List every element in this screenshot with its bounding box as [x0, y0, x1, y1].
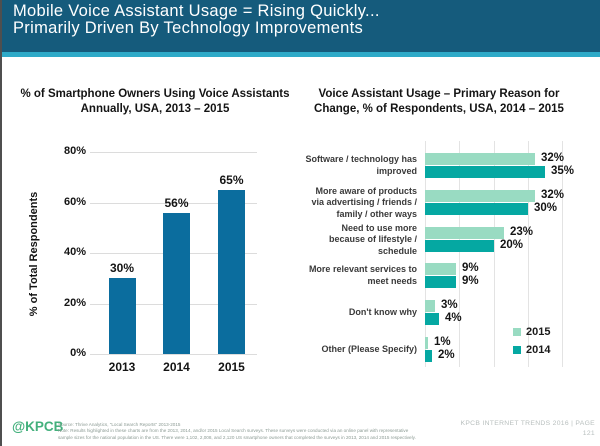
category-label-text: More relevant services to meet needs	[308, 264, 417, 286]
bar-value-label: 23%	[510, 226, 534, 238]
bar-value-label: 3%	[441, 299, 458, 311]
legend-label-2015: 2015	[526, 326, 551, 338]
x-gridline-20	[494, 141, 495, 367]
category-label-text: Software / technology has improved	[305, 154, 417, 176]
legend-label-2014: 2014	[526, 344, 551, 356]
bar-2015-row5	[425, 300, 435, 312]
x-axis-label-2015: 2015	[218, 360, 245, 374]
legend-item-2015: 2015	[513, 326, 550, 338]
bar-value-label: 32%	[541, 152, 565, 164]
left-chart-title-line2: Annually, USA, 2013 – 2015	[80, 102, 230, 115]
bar-value-label: 4%	[445, 312, 462, 324]
bar-2014-row1	[425, 166, 545, 178]
slide-title-line2: Primarily Driven By Technology Improveme…	[13, 18, 364, 37]
right-chart-title-line1: Voice Assistant Usage – Primary Reason f…	[318, 88, 560, 100]
note-line: Note: Results highlighted in these chart…	[58, 428, 416, 440]
bar-2015-row3	[425, 227, 504, 239]
y-tick-label: 20%	[63, 297, 86, 309]
x-axis-label-2014: 2014	[163, 360, 190, 374]
right-chart-plot-area: Software / technology has improved 32% 35%…	[305, 85, 597, 385]
left-chart-plot-area: 0% 20% 40% 60% 80% 30% 2013 56% 2014 65% 2015	[10, 85, 300, 380]
voice-assistant-usage-bar-chart: % of Smartphone Owners Using Voice Assis…	[10, 85, 300, 380]
source-line: Source: Thrive Analytics, "Local Search …	[58, 422, 181, 427]
category-label: Software / technology has improved	[305, 144, 417, 188]
bar-value-label: 65%	[219, 173, 244, 187]
bar-value-label: 30%	[109, 261, 135, 275]
category-label: More aware of products via advertising /…	[305, 181, 417, 225]
category-label: Other (Please Specify)	[305, 328, 417, 372]
x-gridline-30	[528, 141, 529, 367]
page-reference: KPCB INTERNET TRENDS 2016 | PAGE 121	[460, 419, 595, 438]
slide-footer: @KPCB Source: Thrive Analytics, "Local S…	[0, 398, 600, 446]
header-accent-strip	[0, 52, 600, 57]
bar-value-label: 1%	[434, 336, 451, 348]
bar-2014-row4	[425, 276, 456, 288]
category-label: Don't know why	[305, 291, 417, 335]
y-gridline-60%	[90, 203, 257, 204]
x-gridline-0	[425, 141, 426, 367]
y-tick-label: 40%	[63, 246, 86, 258]
screen-edge-artifact	[0, 0, 2, 446]
left-chart-title: % of Smartphone Owners Using Voice Assis…	[10, 87, 300, 117]
report-name-label: KPCB INTERNET TRENDS 2016 | PAGE	[460, 420, 595, 427]
category-label-text: More aware of products via advertising /…	[311, 185, 417, 219]
bar-2015-row1	[425, 153, 535, 165]
bar-value-label: 9%	[462, 262, 479, 274]
x-gridline-10	[459, 141, 460, 367]
bar-2015-row2	[425, 190, 535, 202]
y-tick-label: 60%	[63, 196, 86, 208]
page-number: 121	[582, 429, 595, 437]
primary-reason-grouped-bar-chart: Voice Assistant Usage – Primary Reason f…	[305, 85, 597, 385]
bar-2015	[218, 190, 245, 354]
bar-value-label: 32%	[541, 189, 565, 201]
source-note-block: Source: Thrive Analytics, "Local Search …	[58, 422, 424, 441]
y-tick-label: 80%	[63, 145, 86, 157]
category-label: More relevant services to meet needs	[305, 254, 417, 298]
bar-value-label: 20%	[500, 239, 524, 251]
right-chart-title-line2: Change, % of Respondents, USA, 2014 – 20…	[314, 102, 564, 115]
x-axis-label-2013: 2013	[108, 360, 136, 374]
bar-2015-row4	[425, 263, 456, 275]
slide-header: Mobile Voice Assistant Usage = Rising Qu…	[0, 0, 600, 52]
bar-2014-row6	[425, 350, 432, 362]
bar-2015-row6	[425, 337, 428, 349]
slide-title-line1: Mobile Voice Assistant Usage = Rising Qu…	[13, 2, 380, 20]
kpcb-logo: @KPCB	[12, 419, 64, 434]
legend-swatch-2014	[513, 346, 521, 354]
chart-legend: 2015 2014	[513, 326, 550, 356]
legend-swatch-2015	[513, 328, 521, 336]
bar-value-label: 30%	[534, 202, 558, 214]
right-chart-title: Voice Assistant Usage – Primary Reason f…	[305, 87, 573, 117]
bar-value-label: 2%	[438, 349, 455, 361]
x-gridline-40	[562, 141, 563, 367]
bar-2014-row5	[425, 313, 439, 325]
category-label-text: Need to use more because of lifestyle / …	[328, 222, 417, 256]
bar-value-label: 35%	[551, 165, 575, 177]
y-gridline-0%	[90, 354, 257, 355]
category-label: Need to use more because of lifestyle / …	[305, 218, 417, 262]
bar-value-label: 9%	[462, 275, 479, 287]
bar-2014-row3	[425, 240, 494, 252]
bar-2013	[108, 278, 136, 354]
legend-item-2014: 2014	[513, 344, 550, 356]
y-gridline-80%	[90, 152, 257, 153]
category-label-text: Don't know why	[348, 307, 417, 318]
left-chart-title-line1: % of Smartphone Owners Using Voice Assis…	[20, 88, 290, 100]
bar-2014-row2	[425, 203, 528, 215]
category-label-text: Other (Please Specify)	[321, 344, 417, 355]
bar-value-label: 56%	[164, 196, 189, 210]
bar-2014	[163, 213, 190, 354]
y-tick-label: 0%	[70, 347, 86, 359]
